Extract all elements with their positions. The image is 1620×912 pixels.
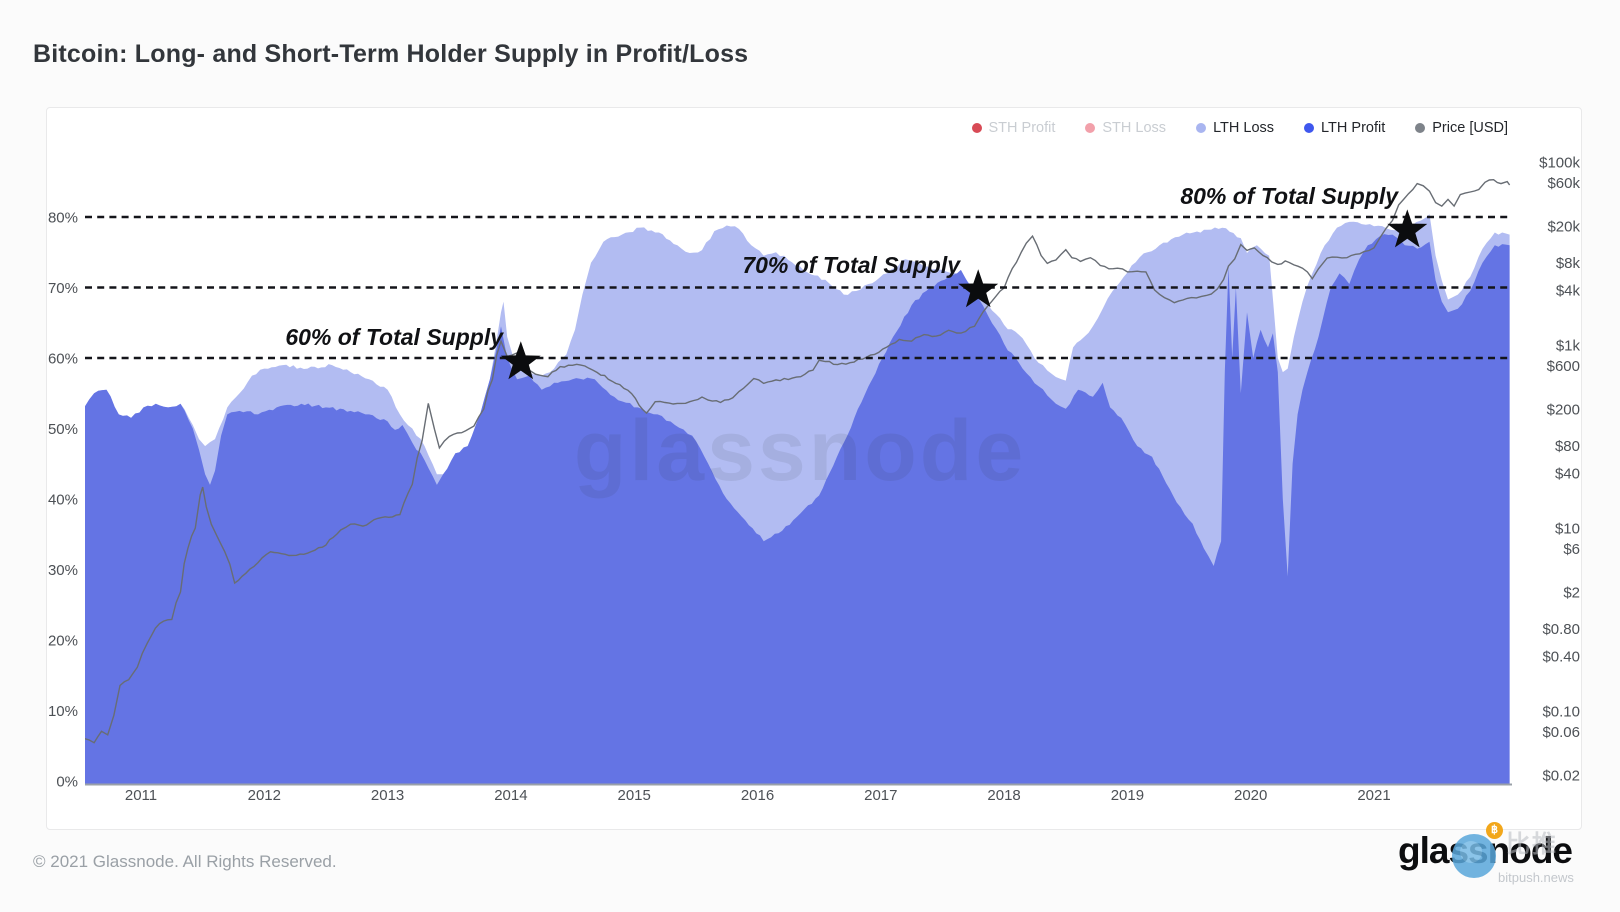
y-axis-right-label: $60k	[1547, 175, 1580, 192]
legend-item-lth-profit[interactable]: LTH Profit	[1304, 120, 1385, 136]
y-axis-right-label: $600	[1547, 358, 1580, 375]
y-axis-right-label: $10	[1555, 521, 1580, 538]
legend-label: Price [USD]	[1432, 120, 1508, 136]
bitpush-cjk-watermark: 比推	[1506, 831, 1558, 858]
y-axis-right-label: $2	[1563, 584, 1580, 601]
legend-dot-icon	[1196, 123, 1207, 133]
y-axis-right-label: $0.80	[1542, 621, 1580, 638]
legend-label: LTH Profit	[1321, 120, 1386, 136]
x-axis-label-2020: 2020	[1234, 787, 1267, 804]
threshold-star-markers	[500, 209, 1428, 380]
supply-threshold-lines	[85, 215, 1512, 360]
legend-item-lth-loss[interactable]: LTH Loss	[1196, 120, 1274, 136]
supply-areas	[85, 214, 1510, 784]
legend-dot-icon	[1415, 123, 1426, 133]
y-axis-right-label: $100k	[1539, 155, 1580, 172]
axes: 0% 10% 20% 30% 40% 50% 60% 70% 80% $100k $60k $20k $…	[48, 155, 1581, 805]
x-axis-label-2014: 2014	[494, 787, 527, 804]
bitpush-bird-icon	[1452, 834, 1496, 878]
y-axis-left-label-40: 40%	[48, 492, 78, 509]
y-axis-right-label: $8k	[1556, 255, 1581, 272]
legend-label: LTH Loss	[1213, 120, 1275, 136]
star-marker-80pct	[1387, 209, 1428, 248]
y-axis-left-label-30: 30%	[48, 562, 78, 579]
x-axis-label-2016: 2016	[741, 787, 774, 804]
legend-dot-icon	[971, 123, 982, 133]
x-axis-label-2017: 2017	[864, 787, 897, 804]
y-axis-right-label: $40	[1555, 465, 1580, 482]
x-axis-label-2011: 2011	[125, 787, 157, 804]
legend-dot-icon	[1304, 123, 1315, 133]
x-axis-label-2018: 2018	[987, 787, 1020, 804]
y-axis-right-label: $0.02	[1542, 767, 1580, 784]
glassnode-watermark: glassnode	[574, 403, 1026, 499]
x-axis-label-2019: 2019	[1111, 787, 1144, 804]
y-axis-right-label: $0.10	[1542, 704, 1580, 721]
bitcoin-icon: ฿	[1486, 822, 1503, 839]
star-marker-60pct	[500, 341, 541, 380]
y-axis-right-label: $200	[1547, 401, 1580, 418]
y-axis-right-label: $80	[1555, 438, 1580, 455]
x-axis-label-2015: 2015	[618, 787, 651, 804]
annotation-80pct: 80% of Total Supply	[1180, 183, 1399, 209]
footer-copyright: © 2021 Glassnode. All Rights Reserved.	[33, 852, 337, 871]
y-axis-left-label-50: 50%	[48, 421, 78, 438]
annotation-60pct: 60% of Total Supply	[285, 324, 504, 350]
price-usd-line	[85, 178, 1511, 744]
y-axis-right-label: $20k	[1547, 218, 1580, 235]
glassnode-bitpush-logo: glassnode ฿ 比推 bitpush.news	[1398, 822, 1588, 900]
y-axis-left-label-10: 10%	[48, 703, 78, 720]
x-axis-label-2012: 2012	[248, 787, 281, 804]
legend-label: STH Loss	[1102, 120, 1167, 136]
x-axis-label-2013: 2013	[371, 787, 404, 804]
legend-item-sth-loss[interactable]: STH Loss	[1085, 120, 1166, 136]
price-line-group	[85, 178, 1511, 744]
y-axis-right-label: $6	[1563, 541, 1580, 558]
lth-profit-area	[85, 234, 1510, 784]
y-axis-right-label: $0.40	[1542, 648, 1580, 665]
legend-item-price-usd-[interactable]: Price [USD]	[1415, 120, 1508, 136]
bitpush-news-label: bitpush.news	[1498, 870, 1574, 885]
page-title: Bitcoin: Long- and Short-Term Holder Sup…	[33, 40, 749, 68]
y-axis-right-label: $4k	[1556, 282, 1581, 299]
bird-highlight-icon	[1460, 841, 1482, 863]
legend-item-sth-profit[interactable]: STH Profit	[971, 120, 1056, 136]
y-axis-left-label-80: 80%	[48, 210, 78, 227]
y-axis-left-label-20: 20%	[48, 633, 78, 650]
legend-label: STH Profit	[988, 120, 1056, 136]
y-axis-left-label-70: 70%	[48, 280, 78, 297]
annotation-70pct: 70% of Total Supply	[742, 252, 961, 278]
y-axis-right-label: $0.06	[1542, 724, 1580, 741]
x-axis-label-2021: 2021	[1357, 787, 1390, 804]
legend-dot-icon	[1085, 123, 1096, 133]
star-marker-70pct	[958, 269, 999, 308]
y-axis-left-label-0: 0%	[56, 774, 78, 791]
y-axis-left-label-60: 60%	[48, 351, 78, 368]
chart-legend: STH Profit STH Loss LTH Loss LTH Profit Pric…	[971, 120, 1508, 136]
y-axis-right-label: $1k	[1556, 338, 1581, 355]
chart-canvas: glassnode 60% of Total Supply 70% of Tot…	[48, 155, 1581, 805]
